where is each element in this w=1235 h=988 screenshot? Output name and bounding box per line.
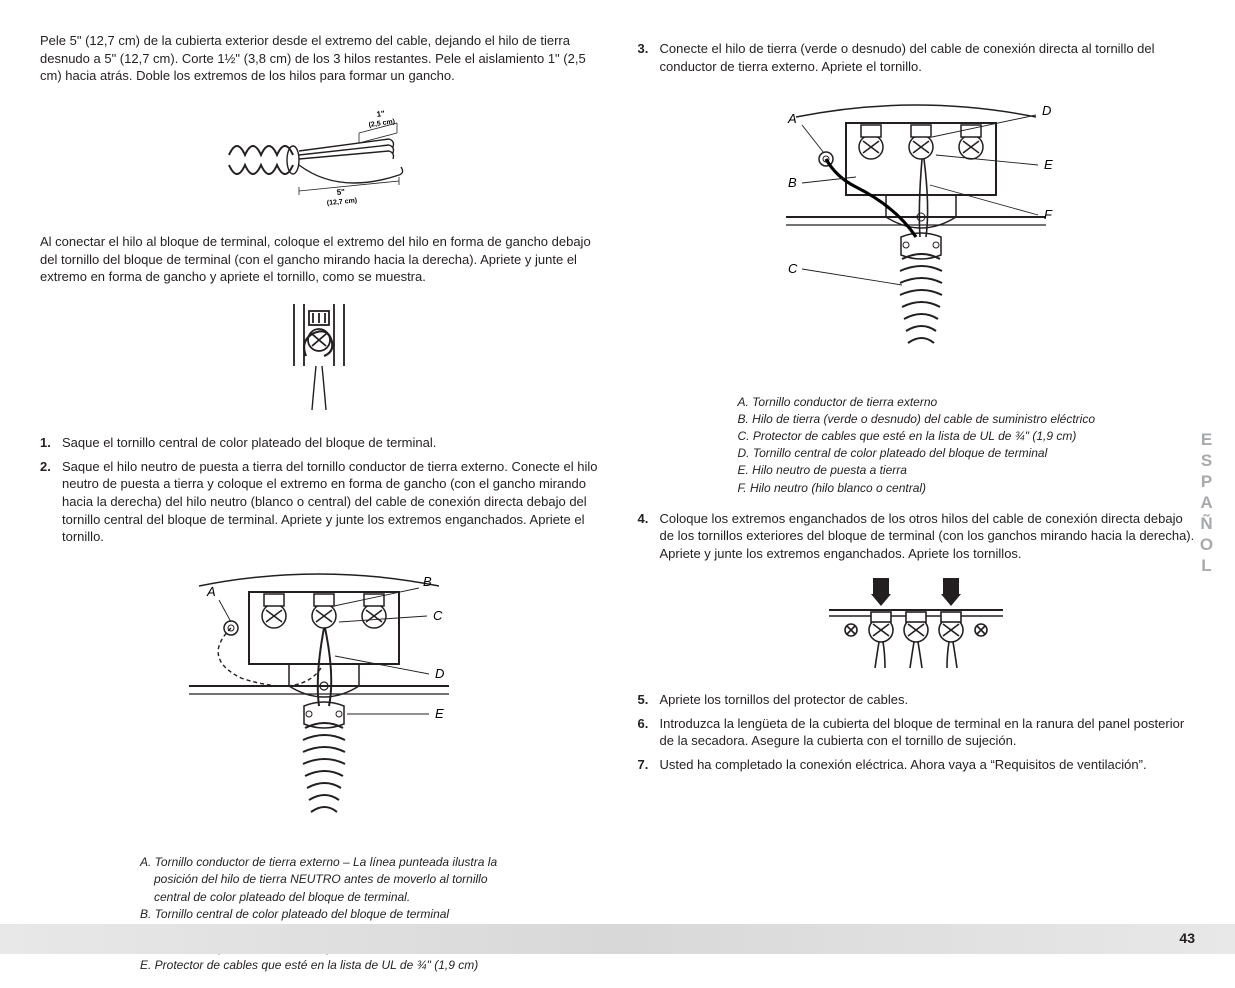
figure-hook-terminal [40,296,598,421]
label-a: A [206,584,216,599]
step-1: 1.Saque el tornillo central de color pla… [40,434,598,452]
label-b2: B [788,175,797,190]
figure-cable-strip: 1" (2,5 cm) 5" (12,7 cm) [40,95,598,220]
step-7: 7.Usted ha completado la conexión eléctr… [638,756,1196,774]
label-e2: E [1044,157,1053,172]
right-steps-c: 5.Apriete los tornillos del protector de… [638,691,1196,773]
label-c: C [433,608,443,623]
label-d: D [435,666,444,681]
right-steps-b: 4.Coloque los extremos enganchados de lo… [638,510,1196,563]
label-a2: A [787,111,797,126]
dim-bot-1: 5" [336,187,345,197]
label-f2: F [1044,207,1053,222]
left-column: Pele 5" (12,7 cm) de la cubierta exterio… [40,32,598,988]
figure-outer-screws [638,572,1196,677]
figure-terminal-block-2: A B C D E F [638,85,1196,380]
step-5: 5.Apriete los tornillos del protector de… [638,691,1196,709]
dim-bot-2: (12,7 cm) [326,197,357,207]
legend-figure-2: A. Tornillo conductor de tierra externo … [738,394,1196,496]
figure-terminal-block-1: A B C D E [40,556,598,841]
right-column: 3.Conecte el hilo de tierra (verde o des… [638,32,1196,988]
label-e: E [435,706,444,721]
dim-top-2: (2,5 cm) [368,118,395,129]
left-steps: 1.Saque el tornillo central de color pla… [40,434,598,545]
legend-figure-1: A. Tornillo conductor de tierra externo … [140,854,598,973]
step-3: 3.Conecte el hilo de tierra (verde o des… [638,40,1196,75]
dim-top-1: 1" [376,109,386,119]
intro-paragraph-2: Al conectar el hilo al bloque de termina… [40,233,598,286]
label-b: B [423,574,432,589]
step-2: 2.Saque el hilo neutro de puesta a tierr… [40,458,598,546]
step-4: 4.Coloque los extremos enganchados de lo… [638,510,1196,563]
label-d2: D [1042,103,1051,118]
language-tab: ESPAÑOL [1194,430,1217,577]
footer-bar [0,924,1235,954]
intro-paragraph-1: Pele 5" (12,7 cm) de la cubierta exterio… [40,32,598,85]
step-6: 6.Introduzca la lengüeta de la cubierta … [638,715,1196,750]
right-steps-a: 3.Conecte el hilo de tierra (verde o des… [638,40,1196,75]
page-number: 43 [1179,929,1195,948]
label-c2: C [788,261,798,276]
